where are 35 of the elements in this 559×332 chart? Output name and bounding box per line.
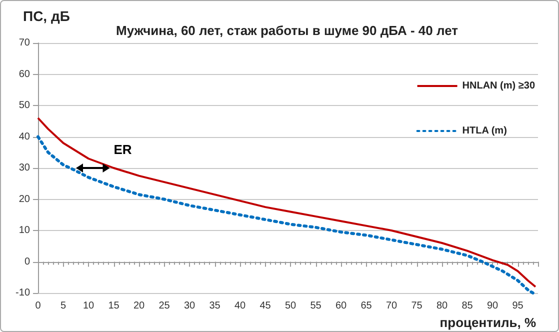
x-tick-label: 35 <box>209 300 221 312</box>
y-tick-label: 0 <box>24 256 30 268</box>
x-tick-label: 90 <box>486 300 499 312</box>
y-tick-label: 10 <box>18 225 30 236</box>
y-tick-label: 40 <box>18 131 30 142</box>
x-tick-label: 25 <box>158 300 170 312</box>
x-tick-label: 50 <box>284 300 297 312</box>
y-tick-label: 70 <box>18 38 30 48</box>
x-tick-label: 45 <box>260 300 272 312</box>
y-tick-label: 20 <box>18 194 30 205</box>
x-tick-label: 20 <box>133 300 146 312</box>
x-tick-label: 30 <box>184 300 196 312</box>
x-tick-label: 65 <box>360 300 372 312</box>
y-tick-label: 50 <box>18 100 30 111</box>
x-tick-label: 85 <box>462 300 474 312</box>
legend-label: HTLA (m) <box>462 126 507 136</box>
y-axis-title: ПС, дБ <box>23 8 70 24</box>
x-tick-label: 10 <box>82 300 95 312</box>
y-tick-label: -10 <box>16 288 30 298</box>
x-tick-label: 95 <box>512 300 524 312</box>
legend-label: HNLAN (m) ≥30 <box>462 80 536 92</box>
x-axis-title: процентиль, % <box>440 315 536 330</box>
x-tick-label: 40 <box>234 300 246 312</box>
chart-title: Мужчина, 60 лет, стаж работы в шуме 90 дБА - 40 лет <box>116 23 458 38</box>
x-tick-label: 60 <box>335 300 348 312</box>
annotation: ER <box>114 142 132 157</box>
y-tick-label: 30 <box>18 162 30 174</box>
x-tick-label: 5 <box>60 300 66 312</box>
x-tick-label: 0 <box>35 300 42 312</box>
x-tick-label: 75 <box>411 300 423 312</box>
x-tick-label: 80 <box>436 300 448 312</box>
y-tick-label: 60 <box>18 68 30 80</box>
x-tick-label: 15 <box>108 300 120 312</box>
x-tick-label: 55 <box>310 300 322 312</box>
x-tick-label: 70 <box>386 300 398 312</box>
